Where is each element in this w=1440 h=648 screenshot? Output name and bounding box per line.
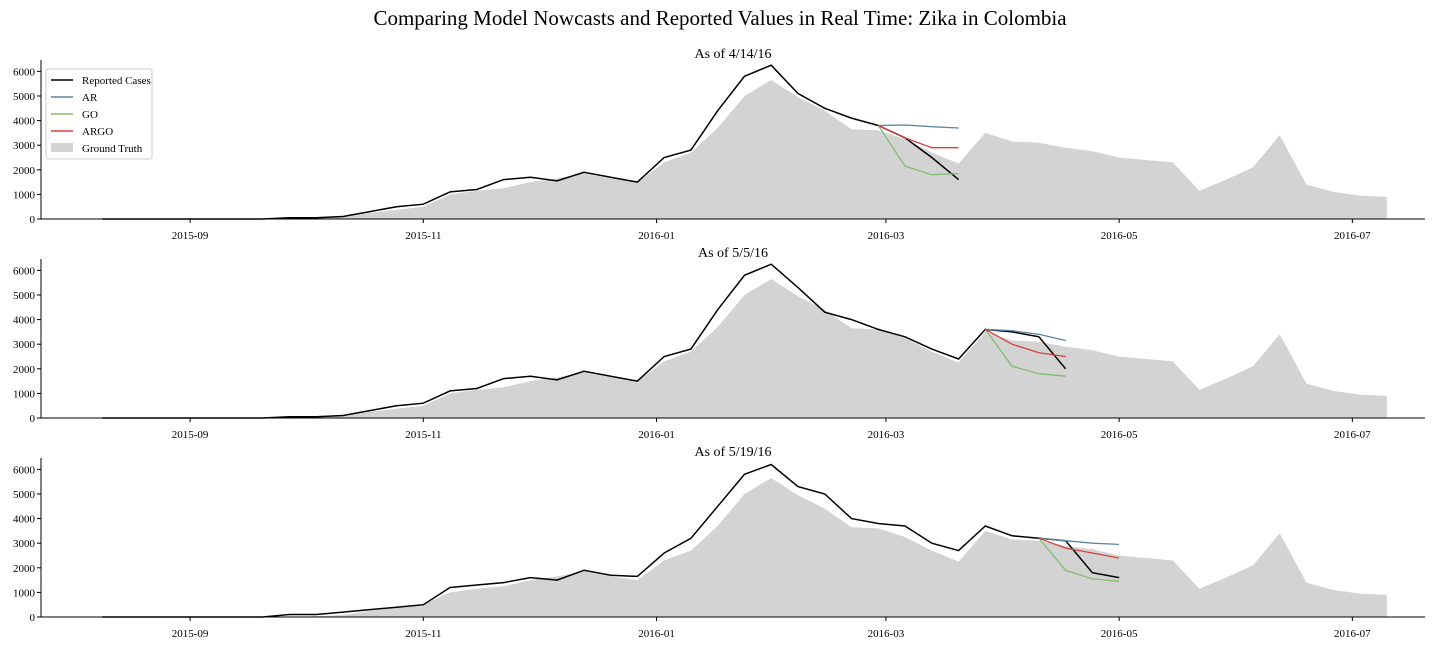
x-tick-label: 2015-09 [172,429,209,441]
ar-nowcast-line [878,124,959,129]
legend-label-truth: Ground Truth [82,143,143,155]
x-tick-label: 2015-09 [172,628,209,640]
y-tick-label: 2000 [13,563,36,575]
x-tick-label: 2016-01 [638,429,675,441]
argo-nowcast-line [878,124,959,149]
x-tick-label: 2016-05 [1101,429,1138,441]
y-tick-label: 4000 [13,315,36,327]
x-tick-label: 2016-03 [868,429,905,441]
x-tick-label: 2016-07 [1334,429,1371,441]
panel-title: As of 5/5/16 [698,246,768,261]
x-tick-label: 2016-03 [868,628,905,640]
ar-nowcast-line [985,328,1066,342]
x-tick-label: 2016-03 [868,230,905,242]
legend-label-reported: Reported Cases [82,75,151,87]
legend-label-argo: ARGO [82,126,113,138]
argo-nowcast-line [1038,537,1120,559]
ground-truth-area [102,80,1387,219]
panel-1: 0 1000 2000 3000 4000 5000 6000 2015-09 2015-11 2… [13,47,1425,242]
legend-swatch-ground-truth [51,143,73,152]
y-tick-label: 6000 [13,265,36,277]
y-tick-label: 3000 [13,538,36,550]
y-tick-label: 0 [30,612,36,624]
y-tick-label: 1000 [13,587,36,599]
ground-truth-area [102,478,1387,617]
x-tick-label: 2015-11 [405,628,441,640]
x-tick-label: 2016-05 [1101,628,1138,640]
y-tick-label: 5000 [13,489,36,501]
y-tick-label: 3000 [13,140,36,152]
x-tick-label: 2015-09 [172,230,209,242]
reported-cases-line [102,463,1120,618]
y-tick-label: 5000 [13,91,36,103]
y-tick-label: 1000 [13,388,36,400]
legend-box [45,68,153,160]
x-tick-label: 2015-11 [405,429,441,441]
y-tick-label: 0 [30,413,36,425]
y-tick-label: 3000 [13,339,36,351]
legend-label-go: GO [82,109,98,121]
panel-2: 0 1000 2000 3000 4000 5000 6000 2015-09 2015-11 2… [13,246,1425,441]
x-tick-label: 2016-01 [638,230,675,242]
ground-truth-area [102,279,1387,418]
y-tick-label: 2000 [13,165,36,177]
y-tick-label: 6000 [13,66,36,78]
y-tick-label: 2000 [13,364,36,376]
x-tick-label: 2016-05 [1101,230,1138,242]
x-tick-label: 2016-07 [1334,628,1371,640]
y-tick-label: 6000 [13,464,36,476]
x-tick-label: 2015-11 [405,230,441,242]
panel-title: As of 4/14/16 [695,47,772,62]
legend-label-ar: AR [82,92,98,104]
x-tick-label: 2016-07 [1334,230,1371,242]
panel-title: As of 5/19/16 [695,445,772,460]
ar-nowcast-line [1038,537,1120,546]
y-tick-label: 5000 [13,290,36,302]
go-nowcast-line [984,329,1066,377]
y-tick-label: 0 [30,214,36,226]
argo-nowcast-line [984,328,1066,358]
y-tick-label: 4000 [13,116,36,128]
figure-title: Comparing Model Nowcasts and Reported Va… [373,6,1067,30]
x-tick-label: 2016-01 [638,628,675,640]
panel-3: 0 1000 2000 3000 4000 5000 6000 2015-09 2015-11 2… [13,445,1425,640]
go-nowcast-line [877,125,959,176]
y-tick-label: 4000 [13,514,36,526]
go-nowcast-line [1038,537,1120,582]
y-tick-label: 1000 [13,189,36,201]
